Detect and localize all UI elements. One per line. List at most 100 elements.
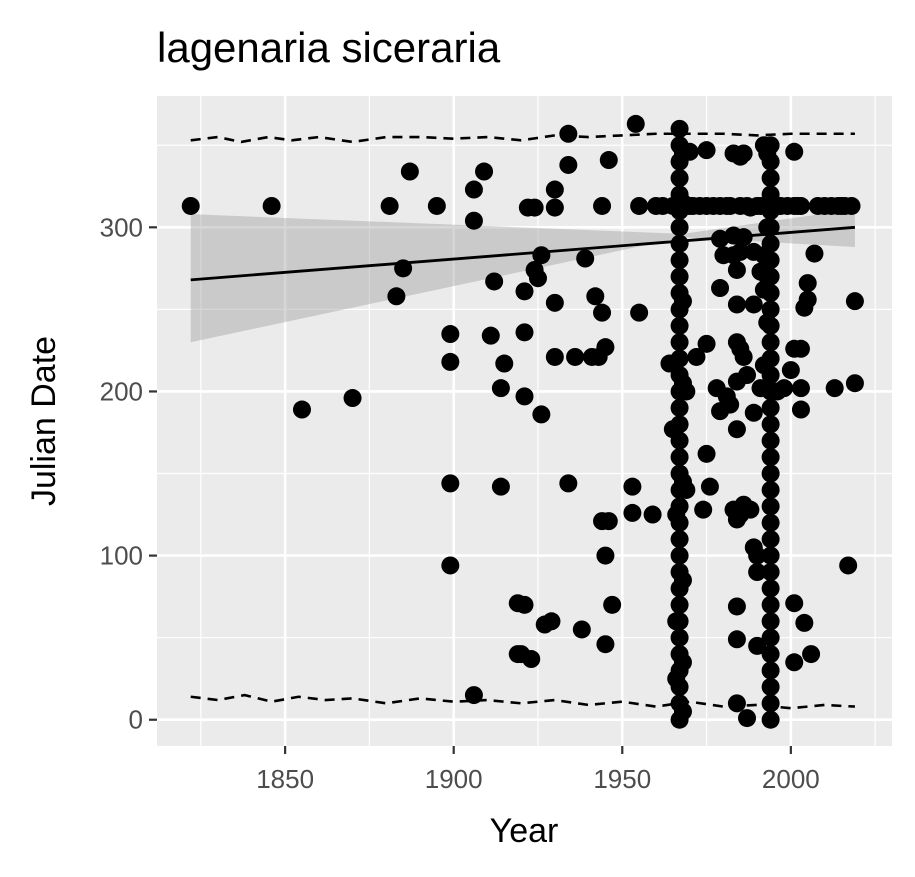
data-point	[545, 347, 564, 366]
x-tick-label: 1900	[425, 764, 483, 794]
data-point	[670, 415, 689, 434]
data-point	[545, 180, 564, 199]
data-point	[464, 686, 483, 705]
data-point	[495, 354, 514, 373]
data-point	[785, 142, 804, 161]
data-point	[464, 211, 483, 230]
data-point	[761, 694, 780, 713]
data-point	[475, 162, 494, 181]
data-point	[761, 152, 780, 171]
fit-line-layer	[190, 225, 856, 282]
x-tick-label: 1950	[593, 764, 651, 794]
data-point	[623, 477, 642, 496]
data-point	[481, 326, 500, 345]
data-point	[441, 556, 460, 575]
y-axis: 0 100 200 300	[100, 212, 157, 735]
data-point	[262, 196, 281, 215]
data-point	[677, 382, 696, 401]
data-point	[670, 119, 689, 138]
data-point	[599, 512, 618, 531]
data-point	[670, 218, 689, 237]
data-point	[761, 283, 780, 302]
data-point	[738, 366, 757, 385]
data-point	[761, 612, 780, 631]
data-point	[761, 628, 780, 647]
data-point	[791, 379, 810, 398]
data-point	[761, 710, 780, 729]
data-point	[731, 242, 750, 261]
y-tick-label: 0	[129, 705, 143, 735]
data-point	[593, 196, 612, 215]
data-point	[673, 702, 692, 721]
data-point	[292, 400, 311, 419]
data-point	[596, 546, 615, 565]
data-point	[727, 260, 746, 279]
data-point	[775, 379, 794, 398]
data-point	[761, 349, 780, 368]
data-point	[596, 338, 615, 357]
data-point	[727, 694, 746, 713]
data-point	[761, 513, 780, 532]
data-point	[630, 196, 649, 215]
data-point	[744, 295, 763, 314]
x-axis-title: Year	[490, 812, 559, 850]
data-point	[670, 316, 689, 335]
data-point	[795, 613, 814, 632]
data-point	[761, 267, 780, 286]
data-point	[761, 316, 780, 335]
data-point	[670, 333, 689, 352]
fit-line	[190, 225, 856, 282]
data-point	[441, 352, 460, 371]
data-point	[781, 361, 800, 380]
data-point	[545, 198, 564, 217]
data-points-layer	[181, 114, 864, 729]
data-point	[630, 303, 649, 322]
data-point	[741, 500, 760, 519]
y-axis-title: Julian Date	[25, 336, 63, 506]
y-tick-label: 300	[100, 212, 143, 242]
data-point	[845, 374, 864, 393]
data-point	[670, 251, 689, 270]
data-point	[670, 612, 689, 631]
upper-quantile-line	[190, 132, 855, 144]
data-point	[761, 366, 780, 385]
data-point	[626, 114, 645, 133]
data-point	[545, 293, 564, 312]
data-point	[761, 579, 780, 598]
data-point	[572, 620, 591, 639]
data-point	[515, 323, 534, 342]
data-point	[528, 269, 547, 288]
data-point	[761, 480, 780, 499]
data-point	[744, 403, 763, 422]
data-point	[761, 333, 780, 352]
data-point	[761, 300, 780, 319]
data-point	[441, 474, 460, 493]
data-point	[680, 142, 699, 161]
data-point	[532, 246, 551, 265]
data-point	[673, 571, 692, 590]
data-point	[734, 144, 753, 163]
data-point	[670, 349, 689, 368]
data-point	[596, 635, 615, 654]
data-point	[761, 677, 780, 696]
data-point	[842, 196, 861, 215]
data-point	[464, 180, 483, 199]
data-point	[761, 218, 780, 237]
data-point	[515, 387, 534, 406]
data-point	[734, 347, 753, 366]
data-point	[748, 546, 767, 565]
data-point	[400, 162, 419, 181]
data-point	[785, 594, 804, 613]
data-point	[586, 287, 605, 306]
data-point	[748, 636, 767, 655]
data-point	[825, 379, 844, 398]
data-point	[694, 500, 713, 519]
confidence-band	[190, 209, 855, 343]
data-point	[721, 395, 740, 414]
data-point	[673, 653, 692, 672]
data-point	[791, 400, 810, 419]
data-point	[670, 169, 689, 188]
data-point	[761, 661, 780, 680]
chart-title: lagenaria siceraria	[157, 24, 501, 71]
data-point	[711, 279, 730, 298]
